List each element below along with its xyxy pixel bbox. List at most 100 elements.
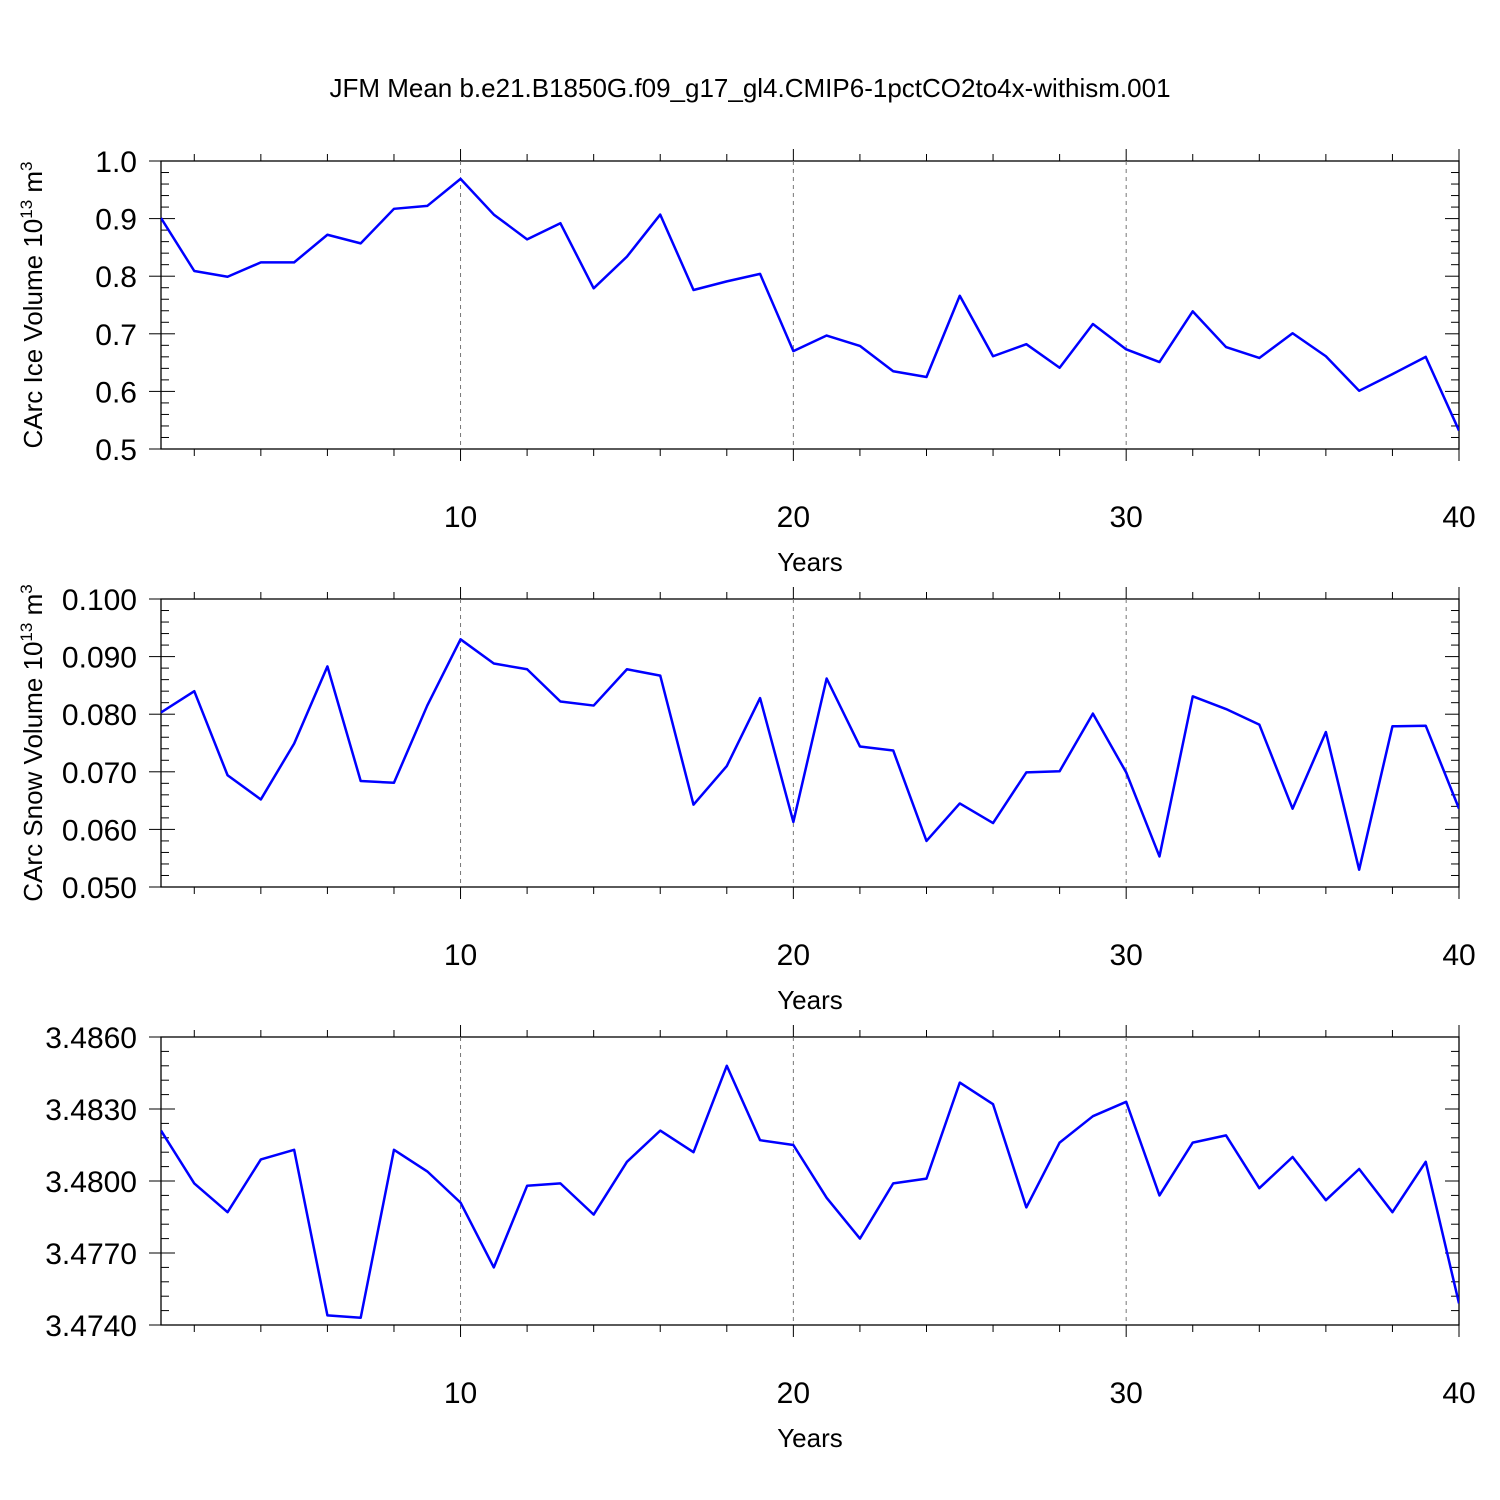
x-tick-label: 40: [1442, 1377, 1475, 1410]
data-point: [391, 1147, 396, 1152]
data-point: [1024, 1205, 1029, 1210]
data-point: [192, 689, 197, 694]
data-point: [425, 203, 430, 208]
data-point: [1257, 1186, 1262, 1191]
data-point: [391, 780, 396, 785]
data-point: [1024, 770, 1029, 775]
data-point: [724, 279, 729, 284]
data-point: [159, 216, 164, 221]
x-tick-label: 40: [1442, 501, 1475, 534]
x-tick-label: 30: [1109, 1377, 1142, 1410]
data-point: [325, 664, 330, 669]
data-point: [1457, 428, 1462, 433]
data-point: [258, 797, 263, 802]
panel-snow-volume: 10 20 30 40 Years 0.050 0.060 0.070 0.080 0.090 0.…: [17, 584, 1476, 1015]
data-point: [1457, 806, 1462, 811]
data-point: [924, 838, 929, 843]
y-tick-label: 3.4860: [45, 1022, 137, 1055]
y-tick-label: 0.080: [62, 699, 137, 732]
data-point: [1357, 1167, 1362, 1172]
x-tick-label: 20: [777, 1377, 810, 1410]
data-point: [1124, 770, 1129, 775]
plot-frame: [160, 160, 1460, 450]
y-axis-label: CArc Ice Volume 1013 m3: [17, 161, 48, 448]
data-point: [857, 1236, 862, 1241]
data-point: [857, 343, 862, 348]
x-axis-label: Years: [777, 985, 843, 1015]
data-point: [292, 1147, 297, 1152]
data-point: [791, 819, 796, 824]
panel-ice-volume: 10 20 30 40 Years 0.5 0.6 0.7 0.8 0.9 1.0 CArc Ice …: [17, 146, 1476, 577]
data-point: [658, 1128, 663, 1133]
data-point: [525, 237, 530, 242]
data-point: [292, 260, 297, 265]
data-point: [1124, 347, 1129, 352]
plot-frame: [160, 598, 1460, 888]
data-point: [258, 260, 263, 265]
x-tick-label: 20: [777, 501, 810, 534]
data-point: [192, 1181, 197, 1186]
data-point: [1224, 345, 1229, 350]
y-axis-label: CArc Snow Volume 1013 m3: [17, 584, 48, 901]
y-tick-label: 3.4740: [45, 1310, 137, 1343]
data-point: [258, 1157, 263, 1162]
data-point: [624, 254, 629, 259]
data-point: [1190, 1140, 1195, 1145]
data-point: [225, 773, 230, 778]
data-point: [1357, 388, 1362, 393]
data-point: [491, 1265, 496, 1270]
y-tick-label: 0.060: [62, 814, 137, 847]
data-point: [458, 637, 463, 642]
data-point: [358, 1315, 363, 1320]
data-point: [1323, 1198, 1328, 1203]
data-point: [159, 710, 164, 715]
y-tick-label: 1.0: [95, 146, 137, 179]
data-point: [924, 1176, 929, 1181]
data-point: [292, 741, 297, 746]
data-point: [1423, 354, 1428, 359]
data-point: [391, 206, 396, 211]
data-point: [591, 1212, 596, 1217]
data-point: [824, 333, 829, 338]
data-point: [358, 241, 363, 246]
data-point: [991, 1102, 996, 1107]
data-point: [1390, 1210, 1395, 1215]
data-point: [957, 1080, 962, 1085]
x-tick-label: 10: [444, 501, 477, 534]
series-line: [161, 638, 1459, 871]
data-point: [525, 667, 530, 672]
y-tick-label: 0.5: [95, 434, 137, 467]
plot-frame: [160, 1036, 1460, 1326]
data-point: [458, 1200, 463, 1205]
data-point: [991, 821, 996, 826]
data-point: [458, 176, 463, 181]
x-tick-label: 20: [777, 939, 810, 972]
data-point: [957, 293, 962, 298]
y-tick-label: 0.9: [95, 204, 137, 237]
data-point: [1323, 730, 1328, 735]
data-point: [624, 1159, 629, 1164]
data-point: [924, 375, 929, 380]
data-point: [624, 667, 629, 672]
x-tick-label: 30: [1109, 939, 1142, 972]
data-point: [591, 703, 596, 708]
data-point: [991, 354, 996, 359]
x-axis-label: Years: [777, 1423, 843, 1453]
y-tick-label: 3.4770: [45, 1238, 137, 1271]
data-point: [525, 1183, 530, 1188]
data-point: [824, 1195, 829, 1200]
data-point: [1224, 1133, 1229, 1138]
data-point: [791, 349, 796, 354]
data-point: [1457, 1301, 1462, 1306]
data-point: [758, 696, 763, 701]
data-point: [358, 779, 363, 784]
data-point: [1423, 1159, 1428, 1164]
data-point: [425, 1169, 430, 1174]
data-point: [1157, 360, 1162, 365]
data-point: [1390, 724, 1395, 729]
y-tick-label: 0.6: [95, 376, 137, 409]
data-point: [1157, 1193, 1162, 1198]
data-point: [558, 221, 563, 226]
y-tick-label: 0.8: [95, 261, 137, 294]
data-point: [957, 801, 962, 806]
